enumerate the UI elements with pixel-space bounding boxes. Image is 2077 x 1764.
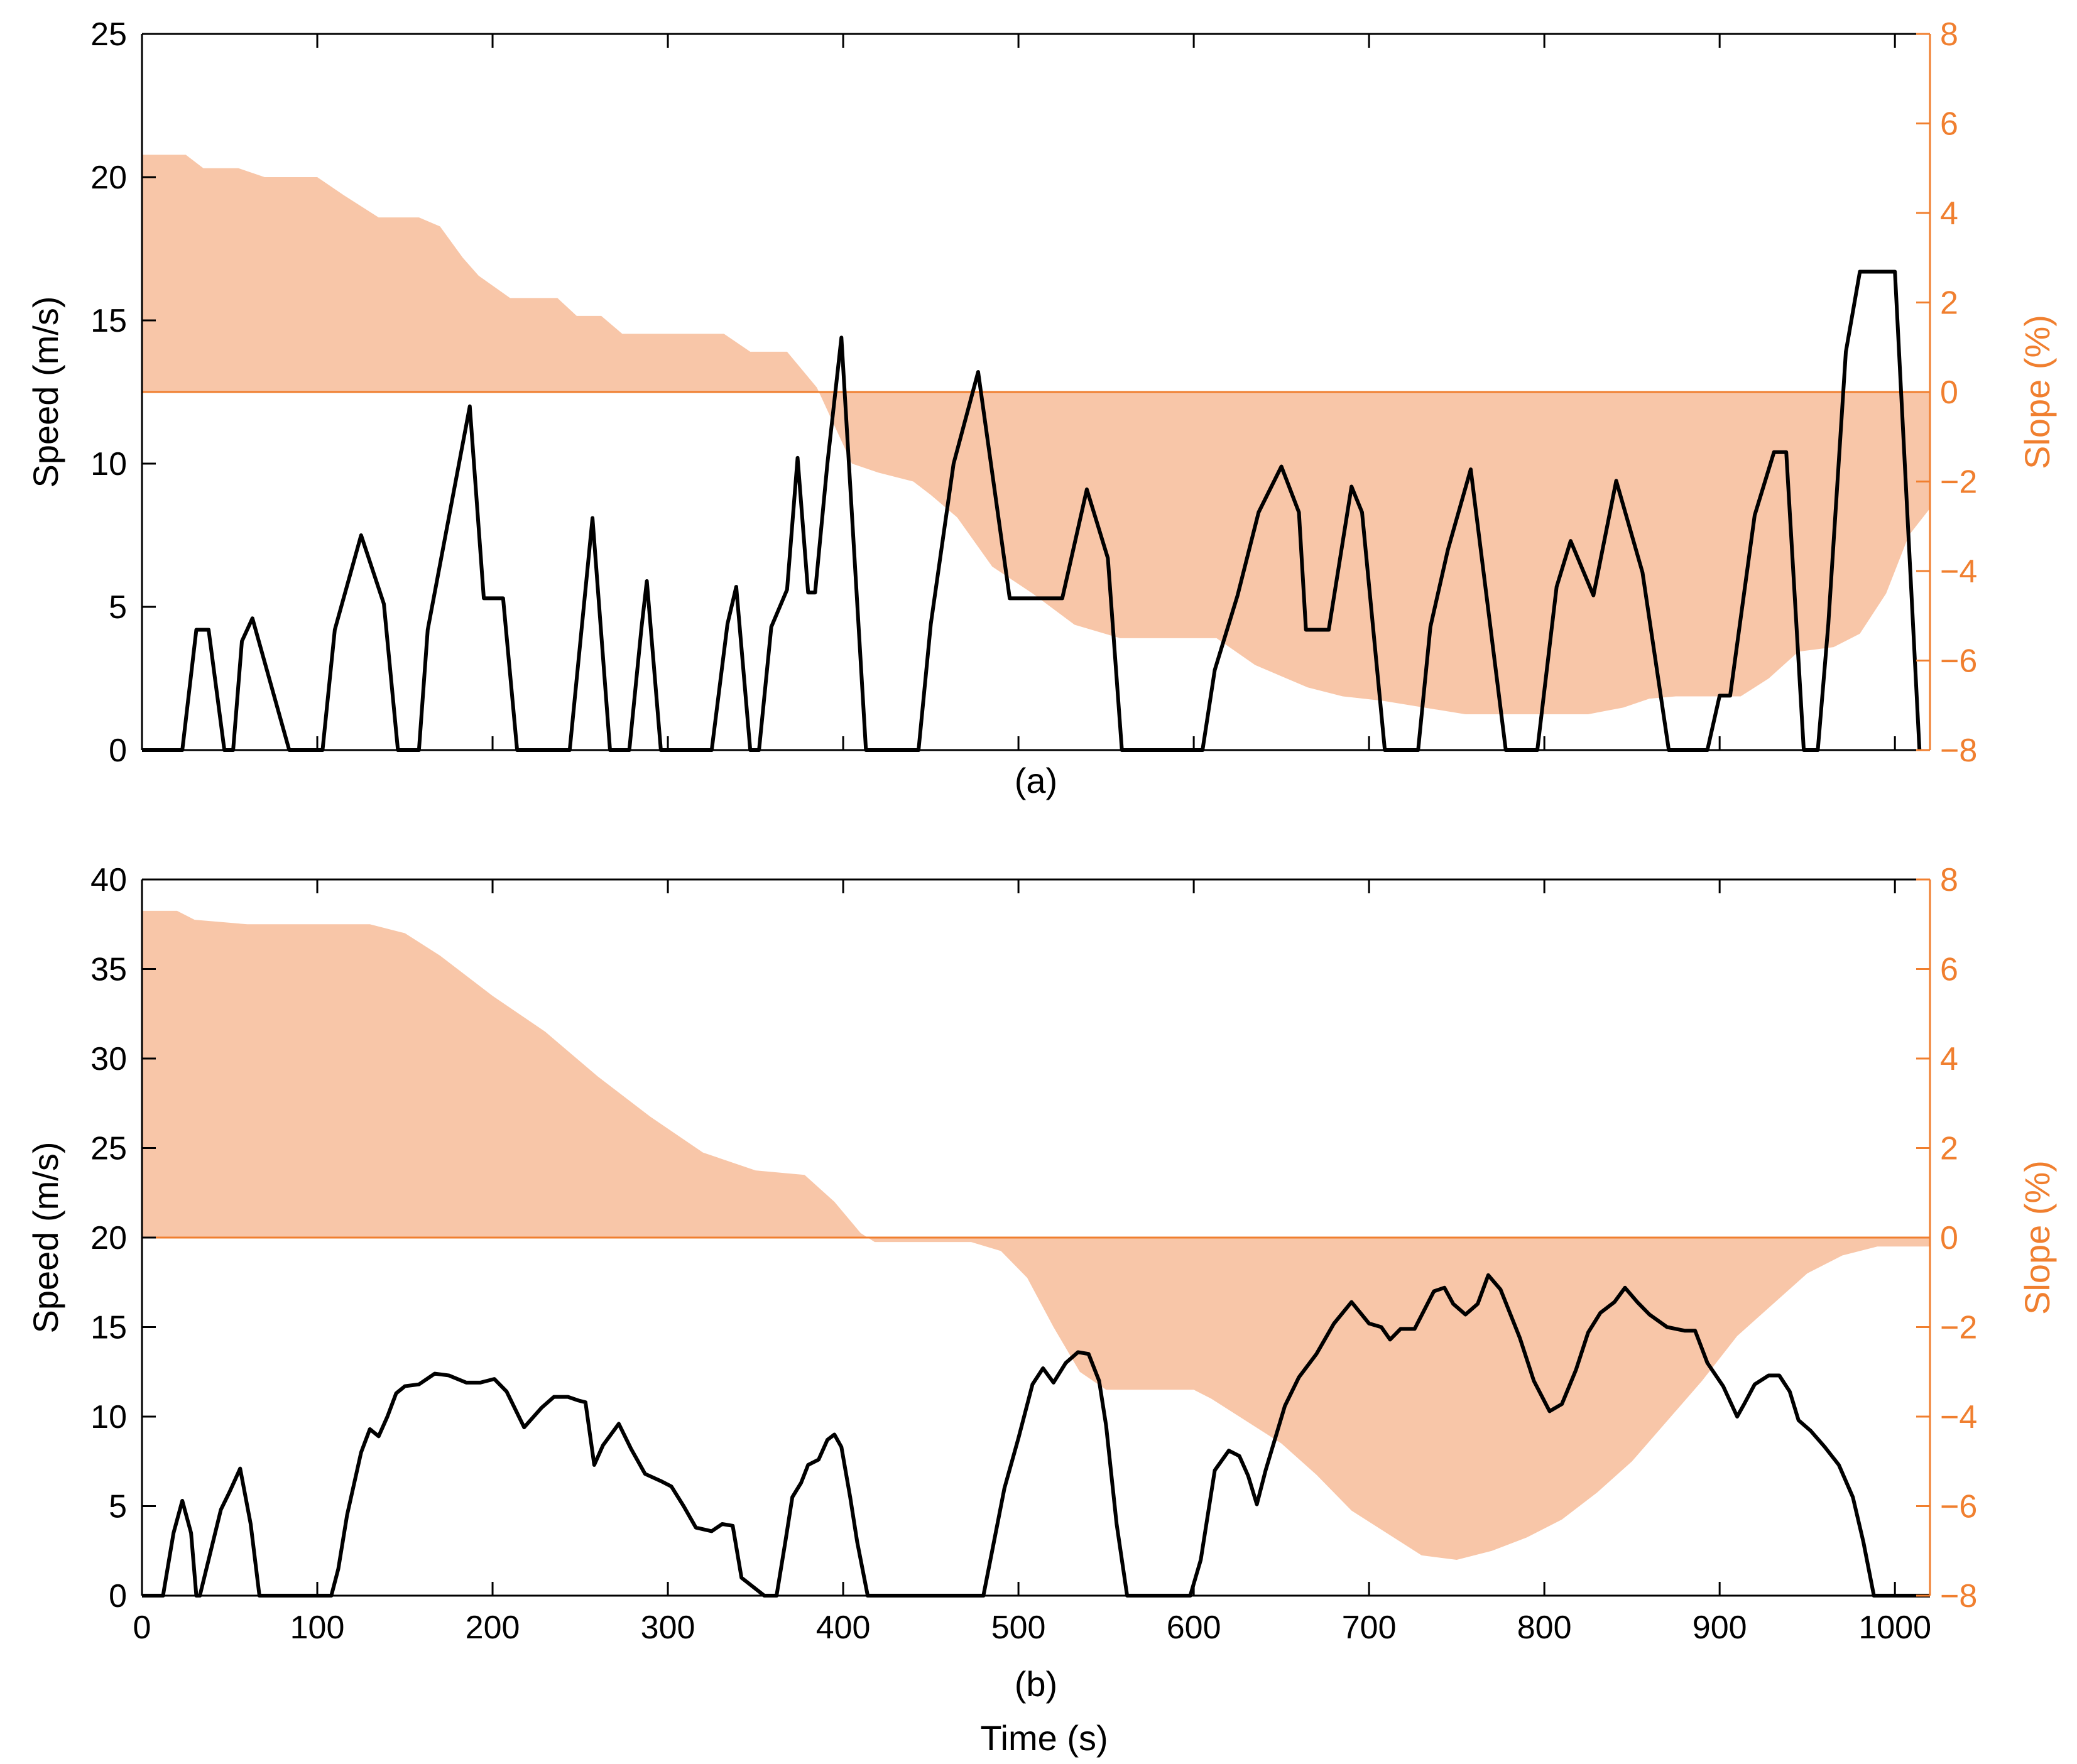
left-y-tick-label: 15 bbox=[90, 303, 127, 339]
x-tick-label: 100 bbox=[290, 1609, 345, 1646]
left-y-tick-label: 35 bbox=[90, 952, 127, 988]
panel-label: (a) bbox=[1015, 761, 1057, 800]
right-y-tick-label: 6 bbox=[1940, 106, 1958, 143]
slope-area bbox=[142, 910, 1930, 1560]
right-y-tick-label: 4 bbox=[1940, 195, 1958, 232]
left-y-tick-label: 20 bbox=[90, 1220, 127, 1256]
left-y-tick-label: 25 bbox=[90, 16, 127, 53]
speed-line bbox=[142, 1273, 1930, 1598]
right-y-axis-title: Slope (%) bbox=[2017, 315, 2057, 469]
right-y-tick-label: 4 bbox=[1940, 1041, 1958, 1077]
right-y-axis-title: Slope (%) bbox=[2017, 1160, 2057, 1315]
left-y-tick-label: 5 bbox=[109, 1489, 127, 1525]
right-y-tick-label: −6 bbox=[1940, 1489, 1977, 1525]
right-y-tick-label: −8 bbox=[1940, 732, 1977, 769]
right-y-tick-label: 8 bbox=[1940, 16, 1958, 53]
x-tick-label: 0 bbox=[133, 1609, 151, 1646]
x-tick-label: 600 bbox=[1167, 1609, 1221, 1646]
right-y-tick-label: −2 bbox=[1940, 464, 1977, 501]
right-y-tick-label: −8 bbox=[1940, 1578, 1977, 1614]
left-y-tick-label: 10 bbox=[90, 446, 127, 482]
x-tick-label: 400 bbox=[816, 1609, 871, 1646]
x-tick-label: 1000 bbox=[1858, 1609, 1931, 1646]
left-y-tick-label: 0 bbox=[109, 1578, 127, 1614]
left-y-tick-label: 30 bbox=[90, 1041, 127, 1077]
speed-line bbox=[142, 270, 1922, 752]
left-y-axis-title: Speed (m/s) bbox=[26, 297, 65, 488]
x-tick-label: 200 bbox=[466, 1609, 520, 1646]
x-tick-label: 500 bbox=[991, 1609, 1046, 1646]
left-y-tick-label: 15 bbox=[90, 1310, 127, 1346]
right-y-tick-label: 2 bbox=[1940, 285, 1958, 322]
chart-panel-a: 0 5 10 15 20 25 −8 −6 −4 −2 0 2 4 6 8 Speed (m/s) Slope … bbox=[26, 16, 2057, 800]
x-axis-title: Time (s) bbox=[980, 1718, 1108, 1758]
right-y-tick-label: −2 bbox=[1940, 1310, 1977, 1346]
panel-label: (b) bbox=[1015, 1664, 1057, 1704]
left-y-tick-label: 25 bbox=[90, 1131, 127, 1167]
left-y-tick-label: 5 bbox=[109, 589, 127, 626]
x-tick-label: 300 bbox=[641, 1609, 695, 1646]
left-y-tick-label: 0 bbox=[109, 732, 127, 769]
left-y-axis-title: Speed (m/s) bbox=[26, 1142, 65, 1334]
left-y-tick-label: 40 bbox=[90, 862, 127, 898]
right-y-tick-label: 0 bbox=[1940, 1220, 1958, 1256]
x-tick-label: 700 bbox=[1342, 1609, 1397, 1646]
right-y-tick-label: −4 bbox=[1940, 553, 1977, 590]
right-y-tick-label: −6 bbox=[1940, 643, 1977, 680]
right-y-tick-label: 0 bbox=[1940, 374, 1958, 411]
x-tick-label: 800 bbox=[1517, 1609, 1572, 1646]
right-y-tick-label: 8 bbox=[1940, 862, 1958, 898]
chart-panel-b: 0 100 200 300 400 500 600 700 800 900 100005101520… bbox=[26, 862, 2057, 1704]
slope-area bbox=[142, 155, 1930, 714]
x-tick-label: 900 bbox=[1693, 1609, 1747, 1646]
left-y-tick-label: 20 bbox=[90, 160, 127, 196]
right-y-tick-label: 2 bbox=[1940, 1131, 1958, 1167]
right-y-tick-label: −4 bbox=[1940, 1399, 1977, 1435]
right-y-tick-label: 6 bbox=[1940, 952, 1958, 988]
left-y-tick-label: 10 bbox=[90, 1399, 127, 1435]
